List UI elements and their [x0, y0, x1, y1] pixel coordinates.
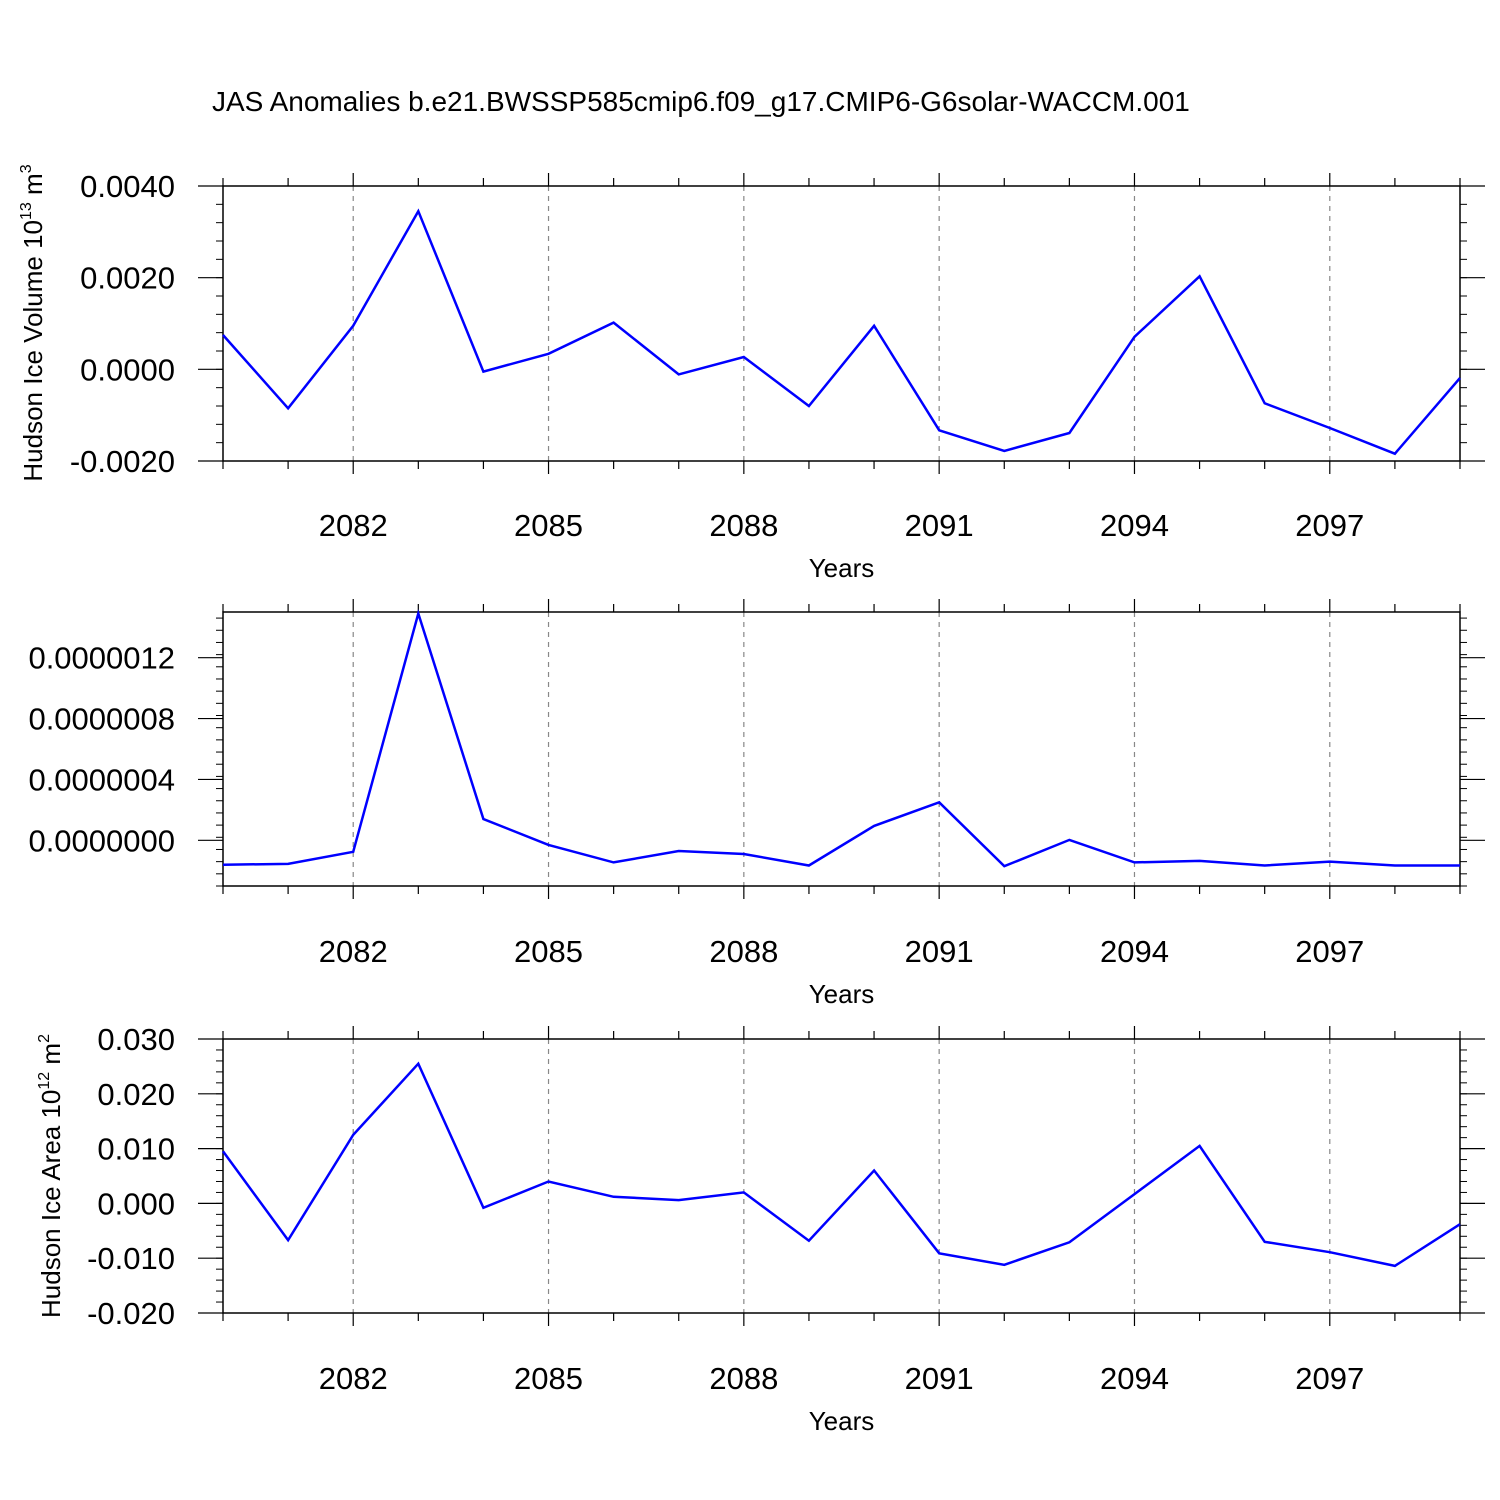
series-line [221, 1061, 1461, 1268]
y-tick-label: -0.010 [87, 1241, 175, 1276]
x-axis-title: Years [809, 553, 875, 583]
series-line [222, 208, 1461, 456]
series-line [222, 609, 1460, 868]
x-tick-label: 2097 [1295, 1361, 1364, 1396]
y-tick-label: 0.0000000 [28, 823, 175, 858]
y-tick-label: -0.0020 [70, 444, 175, 479]
x-tick-label: 2097 [1295, 934, 1364, 969]
plot-frame [222, 1038, 1461, 1314]
x-tick-label: 2085 [514, 1361, 583, 1396]
y-tick-label: 0.0040 [80, 169, 175, 204]
chart-title: JAS Anomalies b.e21.BWSSP585cmip6.f09_g1… [212, 86, 1190, 117]
y-tick-label: 0.0020 [80, 261, 175, 296]
x-tick-label: 2094 [1100, 508, 1169, 543]
x-tick-label: 2097 [1295, 508, 1364, 543]
x-axis-title: Years [809, 1406, 875, 1436]
plot-frame [222, 611, 1461, 887]
x-tick-label: 2091 [905, 508, 974, 543]
y-axis-title: Hudson Ice Area 1012 m2 [36, 1034, 66, 1318]
y-tick-label: 0.0000012 [28, 641, 175, 676]
x-tick-label: 2091 [905, 1361, 974, 1396]
x-tick-label: 2091 [905, 934, 974, 969]
plot-frame [222, 185, 1461, 462]
panel-3: 2082 2085 2088 2091 2094 2097 -0.020 -0.010 0.00… [36, 1022, 1485, 1436]
x-tick-label: 2082 [319, 508, 388, 543]
x-tick-label: 2088 [709, 934, 778, 969]
x-tick-label: 2094 [1100, 934, 1169, 969]
x-tick-label: 2088 [709, 1361, 778, 1396]
y-tick-label: -0.020 [87, 1296, 175, 1331]
y-tick-label: 0.000 [97, 1186, 175, 1221]
x-axis-title: Years [809, 979, 875, 1009]
x-tick-label: 2085 [514, 508, 583, 543]
y-tick-label: 0.030 [97, 1022, 175, 1057]
y-tick-label: 0.0000004 [28, 762, 175, 797]
x-tick-label: 2082 [319, 1361, 388, 1396]
panel-2: 2082 2085 2088 2091 2094 2097 0.0000000 0.00000… [28, 599, 1485, 1009]
panel-1: 2082 2085 2088 2091 2094 2097 -0.0020 0.0000 0.0… [18, 164, 1485, 583]
y-tick-label: 0.010 [97, 1132, 175, 1167]
y-tick-label: 0.0000008 [28, 702, 175, 737]
y-axis-title: Hudson Ice Volume 1013 m3 [18, 164, 48, 481]
x-tick-label: 2082 [319, 934, 388, 969]
x-tick-label: 2094 [1100, 1361, 1169, 1396]
x-tick-label: 2088 [709, 508, 778, 543]
y-tick-label: 0.020 [97, 1077, 175, 1112]
y-tick-label: 0.0000 [80, 352, 175, 387]
x-tick-label: 2085 [514, 934, 583, 969]
